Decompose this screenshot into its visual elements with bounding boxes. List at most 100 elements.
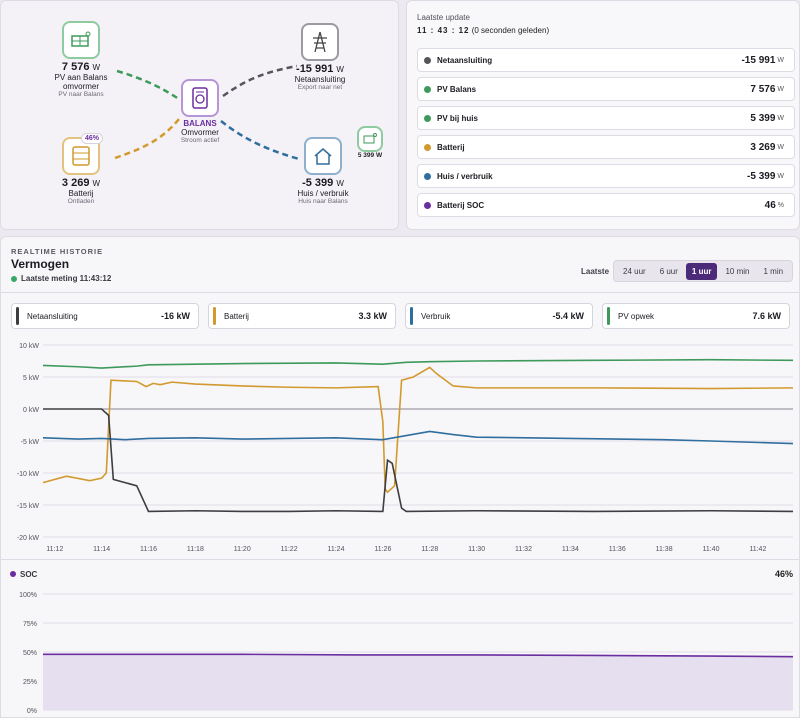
y-tick-label: 75% [23,621,37,628]
series-line [42,366,794,494]
status-dot [424,172,431,180]
y-tick-label: 10 kW [19,343,39,350]
range-button[interactable]: 1 min [763,266,784,276]
pylon-icon [301,23,339,61]
history-panel: REALTIME HISTORIE Vermogen Laatste metin… [0,236,800,718]
soc-line [43,653,794,658]
legend-label: Netaansluiting [27,311,78,321]
range-button[interactable]: 6 uur [659,266,678,276]
status-row[interactable]: Huis / verbruik -5 399 W [417,164,795,188]
legend-color [410,307,413,325]
status-value: 5 399 [750,112,776,124]
inverter-title: BALANS [183,119,217,128]
house-value: -5 399 W [302,177,344,189]
power-chart: 10 kW 5 kW 0 kW -5 kW -10 kW -15 kW -20 kW 11:1… [17,343,794,553]
soc-area [43,654,793,710]
grid-node[interactable]: -15 991 W Netaansluiting Export naar net [291,23,349,92]
range-label: Laatste [581,267,610,276]
battery-label: Batterij [68,189,94,198]
status-value: 3 269 [750,141,776,153]
status-row[interactable]: Batterij 3 269 W [417,135,795,159]
status-unit: W [777,85,784,93]
legend-color [16,307,19,325]
legend-card[interactable]: PV opwek 7.6 kW [602,303,790,329]
divider [1,292,800,293]
status-unit: W [777,56,784,64]
battery-value: 3 269 W [61,177,101,189]
status-label: Batterij SOC [437,200,485,210]
battery-sub: Ontladen [67,198,95,205]
legend-value: 7.6 kW [752,311,781,321]
x-tick-label: 11:20 [234,546,251,553]
legend-label: Batterij [224,311,249,321]
inverter-sub: Stroom actief [180,137,220,144]
x-tick-label: 11:40 [702,546,719,553]
update-label: Laatste update [417,13,470,22]
pv-node[interactable]: 7 576 W PV aan Balans omvormer PV naar B… [53,21,109,99]
x-tick-label: 11:26 [374,546,391,553]
status-label: PV bij huis [437,113,478,123]
y-tick-label: -15 kW [17,503,40,510]
soc-current-value: 46% [775,569,793,579]
battery-icon [62,137,100,175]
status-row[interactable]: Netaansluiting -15 991 W [417,48,795,72]
status-dot [424,114,431,122]
status-row[interactable]: PV bij huis 5 399 W [417,106,795,130]
house-sub: Huis naar Balans [298,198,348,205]
range-button[interactable]: 1 uur [685,262,718,280]
house-pv-value: 5 399 W [357,152,383,159]
status-dot [424,143,431,151]
status-panel: Laatste update 11 : 43 : 12 (0 seconden … [406,0,800,230]
legend-card[interactable]: Netaansluiting -16 kW [11,303,199,329]
inverter-node[interactable]: BALANS Omvormer Stroom actief [171,79,229,145]
x-tick-label: 11:24 [327,546,344,553]
y-tick-label: -20 kW [17,535,40,542]
pv-sub: PV naar Balans [58,91,104,98]
status-dot [424,85,431,93]
house-node[interactable]: -5 399 W Huis / verbruik Huis naar Balan… [291,137,355,206]
x-tick-label: 11:28 [421,546,438,553]
x-tick-label: 11:14 [93,546,110,553]
status-row[interactable]: PV Balans 7 576 W [417,77,795,101]
legend-value: -5.4 kW [552,311,584,321]
legend-card[interactable]: Verbruik -5.4 kW [405,303,593,329]
series-line [42,358,794,369]
status-unit: W [777,114,784,122]
status-label: Batterij [437,142,465,152]
y-tick-label: -10 kW [17,471,40,478]
y-tick-label: 25% [23,679,37,686]
status-label: Netaansluiting [437,55,493,65]
pv-label: PV aan Balans omvormer [54,73,108,91]
range-button[interactable]: 24 uur [623,266,646,276]
x-tick-label: 11:18 [187,546,204,553]
house-icon [304,137,342,175]
grid-label: Netaansluiting [294,75,346,84]
flow-lines [114,64,300,161]
status-unit: W [777,143,784,151]
status-row[interactable]: Batterij SOC 46 % [417,193,795,217]
inverter-icon [181,79,219,117]
status-unit: W [777,172,784,180]
house-pv-node[interactable]: 5 399 W [350,126,390,160]
divider [1,559,800,560]
range-selector: 24 uur 6 uur 1 uur 10 min 1 min [613,260,794,282]
legend-value: 3.3 kW [358,311,387,321]
y-tick-label: -5 kW [21,439,40,446]
status-dot [424,56,431,64]
range-button[interactable]: 10 min [725,266,750,276]
x-tick-label: 11:22 [281,546,298,553]
status-label: PV Balans [437,84,477,94]
legend-color [213,307,216,325]
legend-card[interactable]: Batterij 3.3 kW [208,303,396,329]
grid-value: -15 991 W [296,63,344,75]
legend-color [607,307,610,325]
series-line [43,408,794,513]
soc-chart: SOC 46% 100% 75% 50% 25% 0% [10,569,794,715]
x-tick-label: 11:34 [562,546,579,553]
y-tick-label: 0% [27,708,37,715]
x-tick-label: 11:32 [515,546,532,553]
x-tick-label: 11:16 [140,546,157,553]
battery-node[interactable]: 46% 3 269 W Batterij Ontladen [53,133,109,206]
status-value: 46 [764,199,776,211]
status-value: -15 991 [741,54,776,66]
